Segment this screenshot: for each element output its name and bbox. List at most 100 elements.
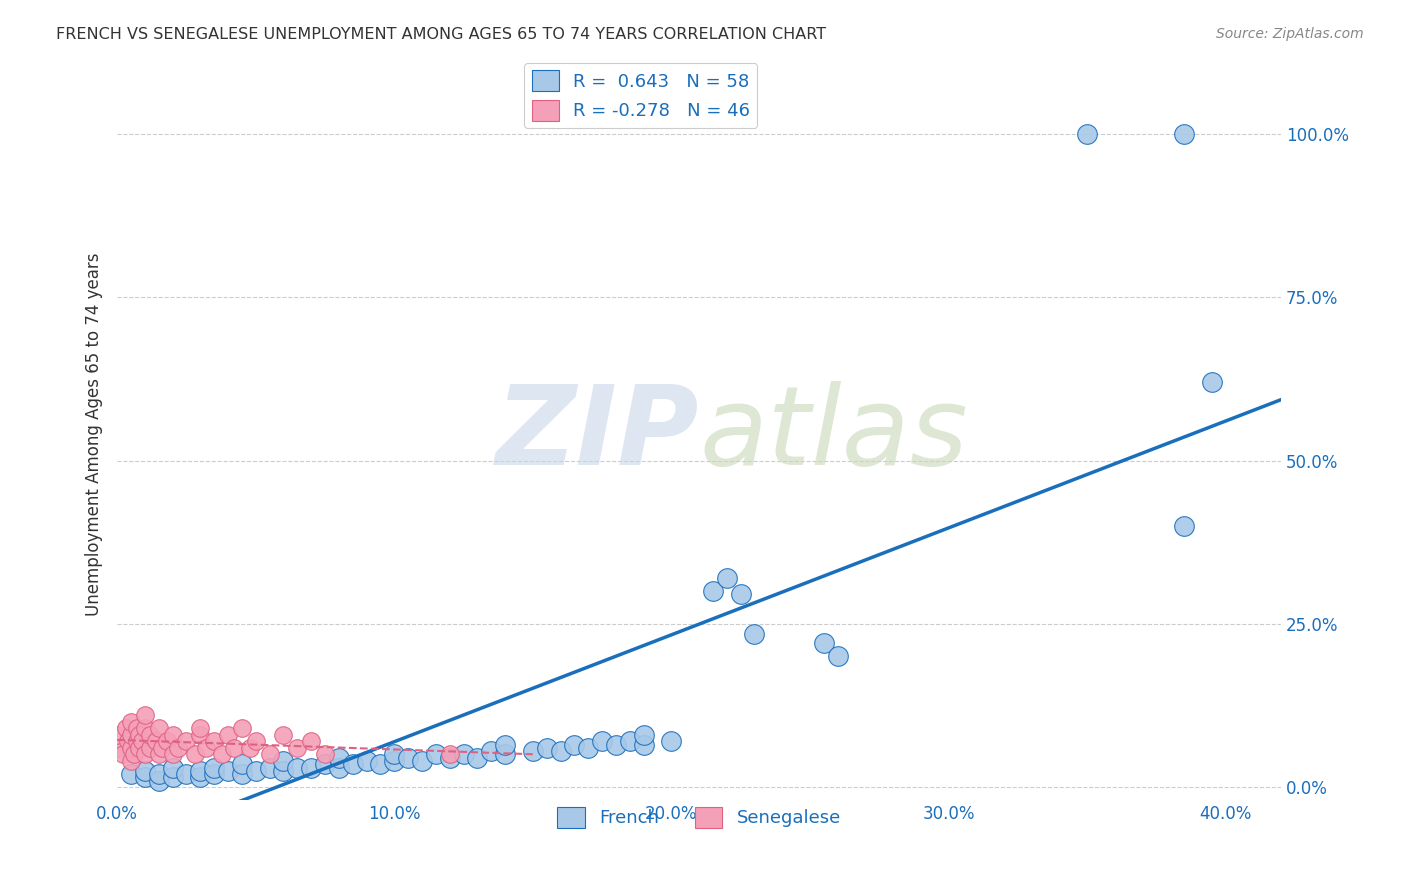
Point xyxy=(356,754,378,768)
Point xyxy=(188,728,211,742)
Point xyxy=(120,767,142,781)
Point xyxy=(134,770,156,784)
Point xyxy=(730,587,752,601)
Point xyxy=(222,741,245,756)
Point xyxy=(134,722,156,736)
Point xyxy=(285,741,308,756)
Point xyxy=(522,744,544,758)
Point xyxy=(494,738,516,752)
Point xyxy=(114,722,136,736)
Point xyxy=(1173,518,1195,533)
Text: atlas: atlas xyxy=(699,381,967,488)
Point xyxy=(591,734,613,748)
Point xyxy=(494,747,516,762)
Point xyxy=(148,767,170,781)
Point xyxy=(162,728,184,742)
Point xyxy=(139,728,162,742)
Point xyxy=(134,747,156,762)
Point xyxy=(162,747,184,762)
Point xyxy=(134,764,156,778)
Point xyxy=(314,747,336,762)
Point xyxy=(382,754,405,768)
Point xyxy=(239,741,262,756)
Point xyxy=(453,747,475,762)
Point xyxy=(273,764,295,778)
Point xyxy=(285,760,308,774)
Point xyxy=(217,764,239,778)
Point xyxy=(1173,127,1195,141)
Point xyxy=(536,741,558,756)
Point xyxy=(184,747,207,762)
Point xyxy=(370,757,392,772)
Legend: French, Senegalese: French, Senegalese xyxy=(550,800,848,835)
Point xyxy=(120,754,142,768)
Text: Source: ZipAtlas.com: Source: ZipAtlas.com xyxy=(1216,27,1364,41)
Point xyxy=(619,734,641,748)
Point xyxy=(156,734,179,748)
Point xyxy=(702,584,724,599)
Point xyxy=(550,744,572,758)
Point xyxy=(576,741,599,756)
Point xyxy=(162,770,184,784)
Point xyxy=(425,747,447,762)
Point xyxy=(259,747,281,762)
Point xyxy=(120,714,142,729)
Point xyxy=(105,741,128,756)
Point xyxy=(145,734,167,748)
Point xyxy=(105,728,128,742)
Point xyxy=(342,757,364,772)
Point xyxy=(125,734,148,748)
Point xyxy=(134,708,156,723)
Point xyxy=(605,738,627,752)
Point xyxy=(396,750,419,764)
Point xyxy=(202,734,225,748)
Point xyxy=(148,773,170,788)
Point xyxy=(202,760,225,774)
Y-axis label: Unemployment Among Ages 65 to 74 years: Unemployment Among Ages 65 to 74 years xyxy=(86,252,103,616)
Point xyxy=(122,747,145,762)
Point xyxy=(411,754,433,768)
Point xyxy=(128,728,150,742)
Point xyxy=(188,764,211,778)
Point xyxy=(167,741,190,756)
Point xyxy=(716,571,738,585)
Point xyxy=(314,757,336,772)
Point xyxy=(202,767,225,781)
Point xyxy=(128,741,150,756)
Point xyxy=(231,767,253,781)
Point xyxy=(827,649,849,664)
Point xyxy=(117,734,139,748)
Point xyxy=(231,722,253,736)
Point xyxy=(139,741,162,756)
Point xyxy=(439,747,461,762)
Point xyxy=(176,767,198,781)
Point xyxy=(162,760,184,774)
Point xyxy=(328,750,350,764)
Point xyxy=(479,744,502,758)
Point xyxy=(120,728,142,742)
Point xyxy=(439,750,461,764)
Point xyxy=(111,747,134,762)
Point xyxy=(231,757,253,772)
Point xyxy=(148,747,170,762)
Point xyxy=(211,747,233,762)
Point xyxy=(194,741,217,756)
Point xyxy=(564,738,586,752)
Text: FRENCH VS SENEGALESE UNEMPLOYMENT AMONG AGES 65 TO 74 YEARS CORRELATION CHART: FRENCH VS SENEGALESE UNEMPLOYMENT AMONG … xyxy=(56,27,827,42)
Point xyxy=(188,722,211,736)
Point xyxy=(188,770,211,784)
Point xyxy=(131,734,153,748)
Point xyxy=(633,728,655,742)
Point xyxy=(467,750,489,764)
Point xyxy=(633,738,655,752)
Point xyxy=(245,734,267,748)
Point xyxy=(273,728,295,742)
Point xyxy=(125,722,148,736)
Point xyxy=(148,722,170,736)
Point xyxy=(328,760,350,774)
Point xyxy=(217,728,239,742)
Point xyxy=(299,760,322,774)
Point xyxy=(120,741,142,756)
Point xyxy=(382,747,405,762)
Point xyxy=(1076,127,1098,141)
